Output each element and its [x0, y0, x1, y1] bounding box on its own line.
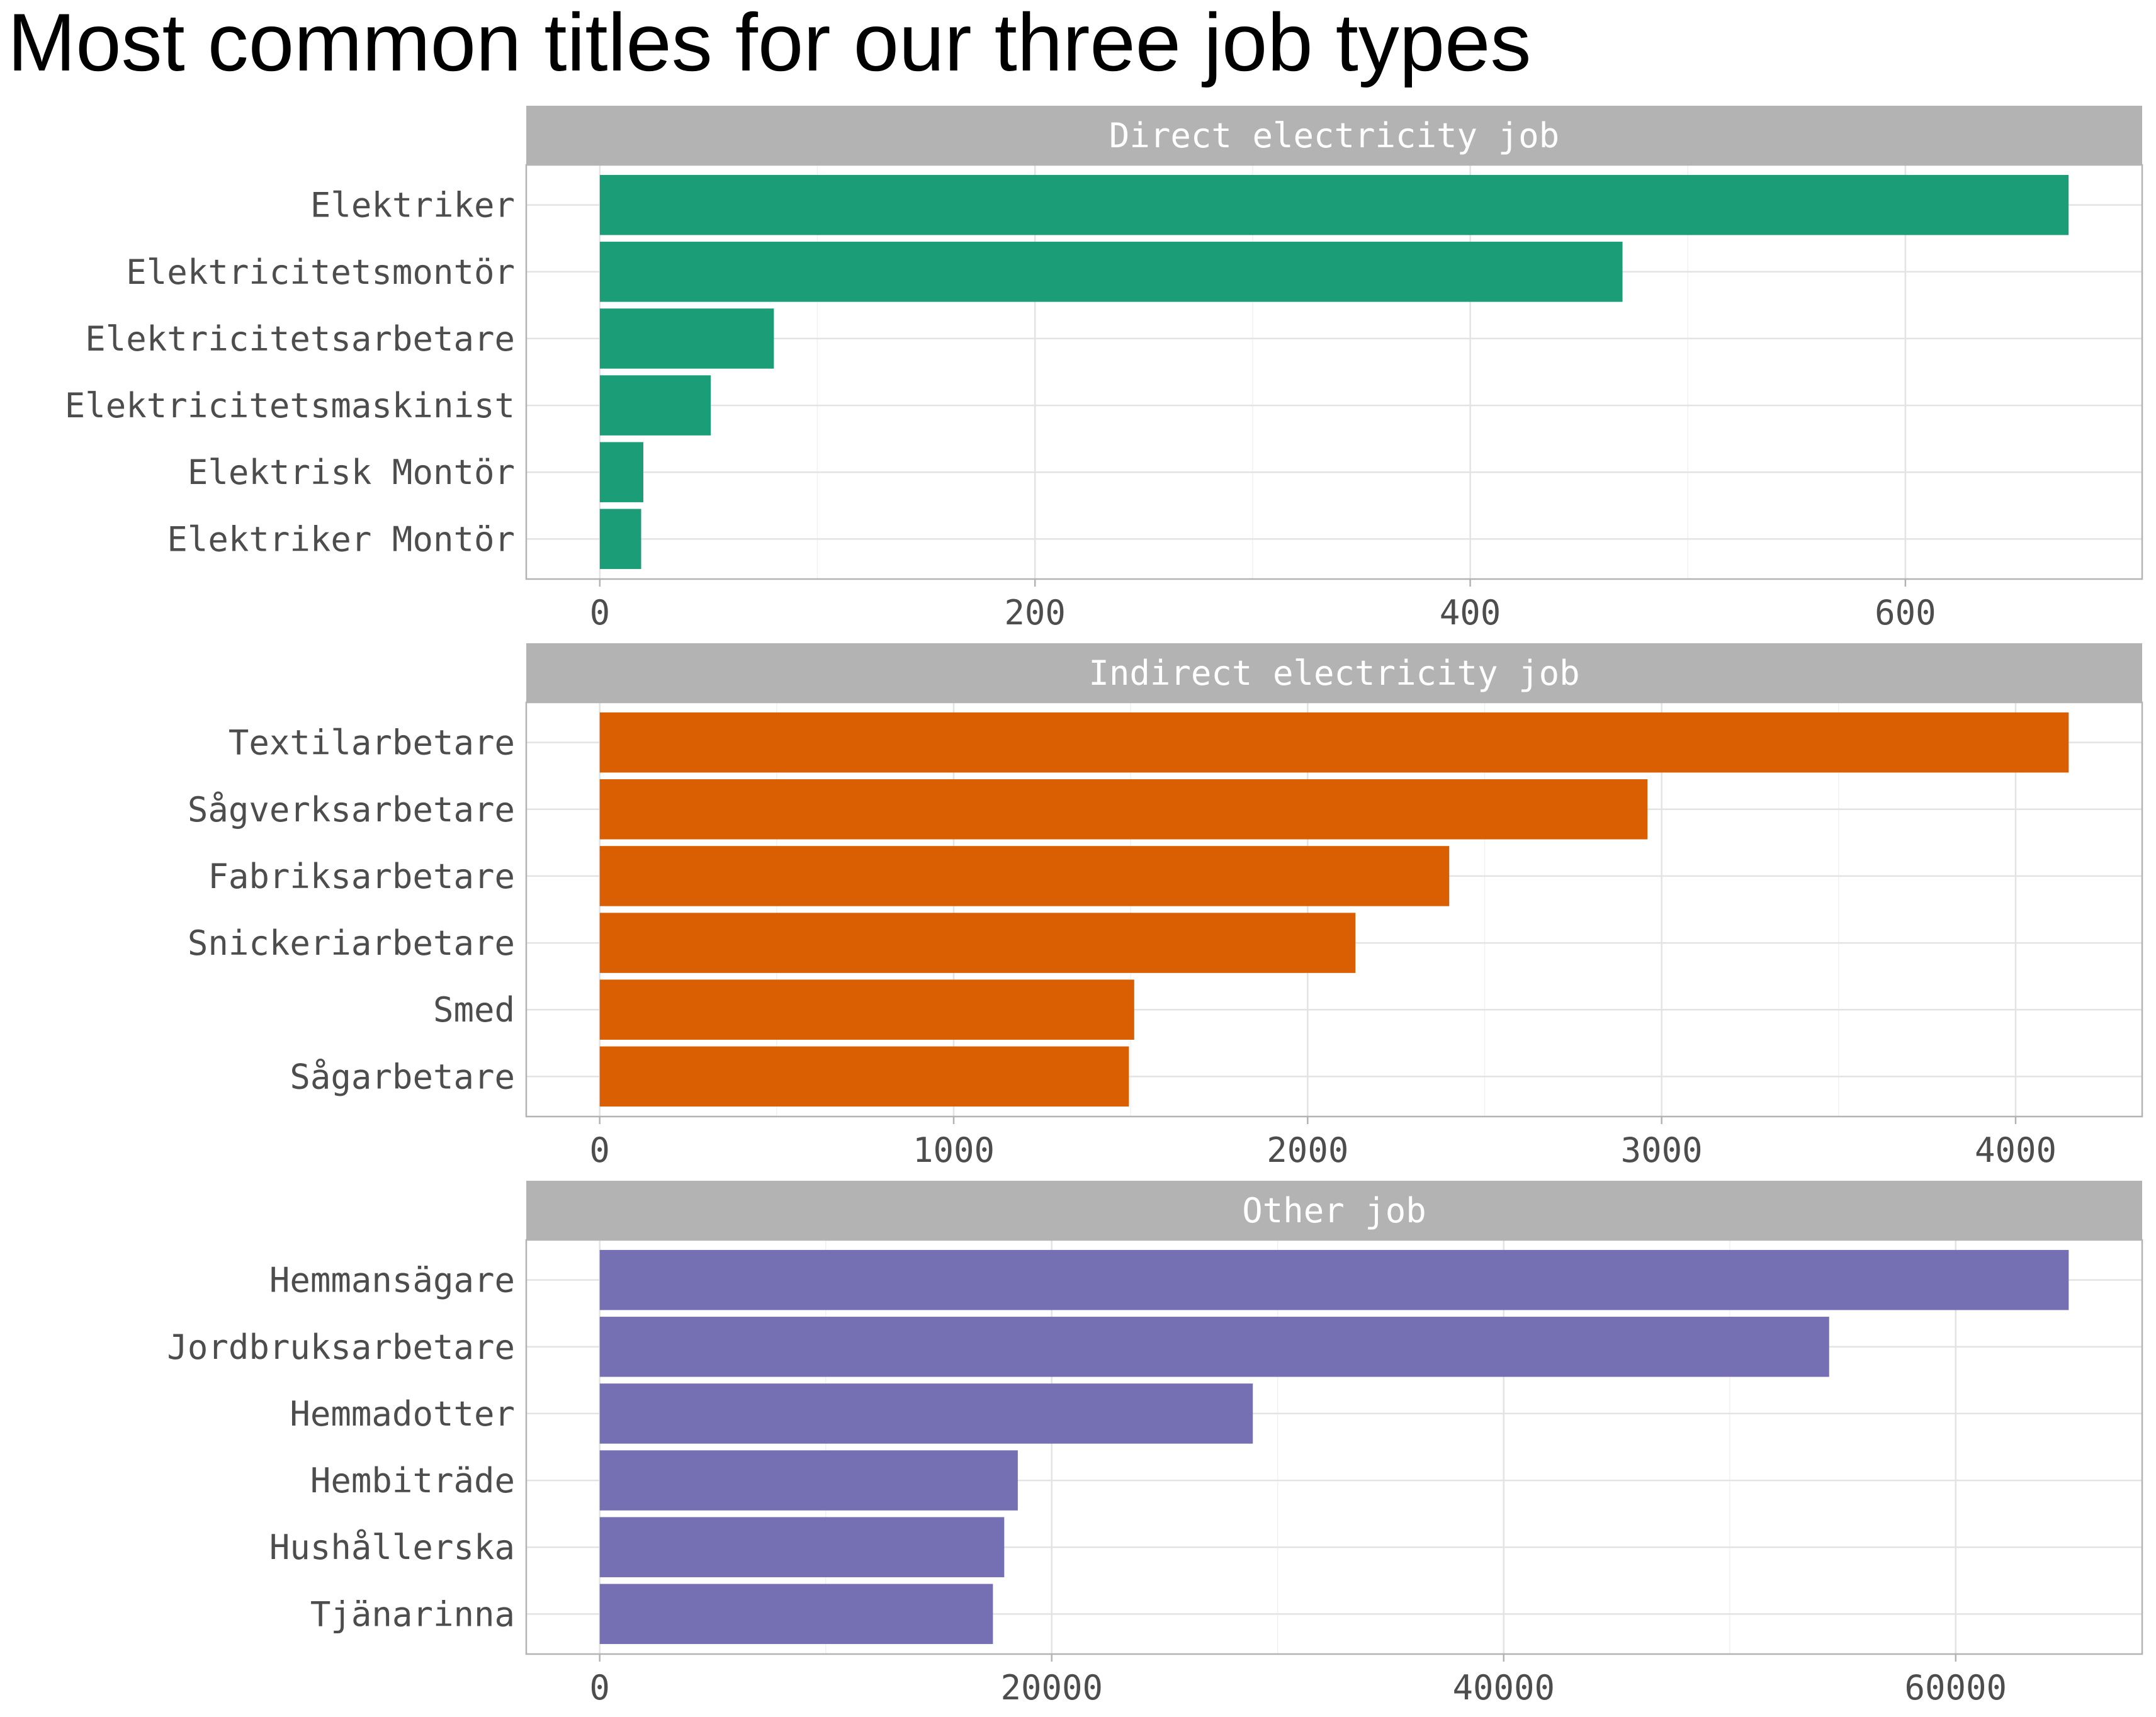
category-label: Elektriker Montör [167, 519, 515, 559]
facet-strip-label: Direct electricity job [1109, 116, 1559, 155]
category-label: Sågverksarbetare [188, 790, 515, 830]
category-label: Elektricitetsmontör [126, 252, 515, 292]
bar [599, 509, 641, 570]
category-label: Snickeriarbetare [188, 923, 515, 963]
category-label: Elektriker [310, 186, 515, 225]
bar [599, 1383, 1253, 1444]
tick-label: 60000 [1905, 1668, 2007, 1708]
category-label: Elektricitetsmaskinist [65, 386, 515, 425]
bar [599, 174, 2069, 235]
category-label: Hembiträde [310, 1461, 515, 1500]
tick-label: 20000 [1000, 1668, 1103, 1708]
tick-label: 0 [590, 593, 611, 633]
tick-label: 1000 [913, 1130, 995, 1170]
facet-panel: Other job Hemmansägare Jordbruksarbetare He… [167, 1181, 2143, 1708]
category-label: Elektricitetsarbetare [85, 319, 515, 359]
chart-title: Most common titles for our three job typ… [8, 0, 1531, 88]
bar [599, 1584, 993, 1645]
tick-label: 0 [589, 1130, 610, 1170]
category-label: Elektrisk Montör [188, 453, 515, 492]
facet-strip [526, 1181, 2142, 1240]
category-label: Hushållerska [269, 1528, 515, 1567]
category-label: Hemmansägare [269, 1261, 515, 1300]
category-label: Jordbruksarbetare [167, 1327, 515, 1367]
facet-strip-label: Indirect electricity job [1088, 653, 1579, 693]
bar [599, 1249, 2069, 1310]
category-label: Textilarbetare [229, 723, 515, 763]
bar [599, 712, 2069, 773]
tick-label: 200 [1004, 593, 1066, 633]
bar [599, 1046, 1129, 1107]
bar [599, 442, 643, 502]
category-label: Hemmadotter [290, 1394, 515, 1434]
tick-label: 40000 [1452, 1668, 1555, 1708]
facet-strip-label: Other job [1242, 1191, 1426, 1230]
panel-border [525, 1239, 2143, 1655]
panel-border [525, 701, 2143, 1118]
facet-panels: Direct electricity job Elektriker Elektric… [65, 106, 2143, 1708]
bar [599, 375, 711, 436]
tick-label: 0 [589, 1668, 610, 1708]
tick-label: 3000 [1621, 1130, 1703, 1170]
bar [599, 1317, 1829, 1377]
facet-panel: Indirect electricity job Textilarbetare Så… [188, 643, 2143, 1170]
tick-label: 600 [1875, 593, 1936, 633]
category-label: Fabriksarbetare [208, 857, 515, 896]
bar [599, 1450, 1018, 1511]
category-label: Smed [433, 990, 515, 1030]
tick-label: 4000 [1975, 1130, 2057, 1170]
facet-panel: Direct electricity job Elektriker Elektric… [65, 106, 2143, 633]
bar [599, 913, 1356, 973]
bar [599, 979, 1134, 1040]
category-label: Sågarbetare [290, 1057, 515, 1096]
bar [599, 779, 1648, 840]
category-label: Tjänarinna [310, 1594, 515, 1634]
facet-strip [526, 106, 2142, 165]
tick-label: 2000 [1267, 1130, 1348, 1170]
bar [599, 242, 1623, 302]
tick-label: 400 [1440, 593, 1501, 633]
facet-strip [526, 643, 2142, 702]
panel-border [525, 164, 2143, 580]
bar [599, 308, 774, 369]
bar [599, 1517, 1005, 1577]
bar [599, 846, 1450, 906]
